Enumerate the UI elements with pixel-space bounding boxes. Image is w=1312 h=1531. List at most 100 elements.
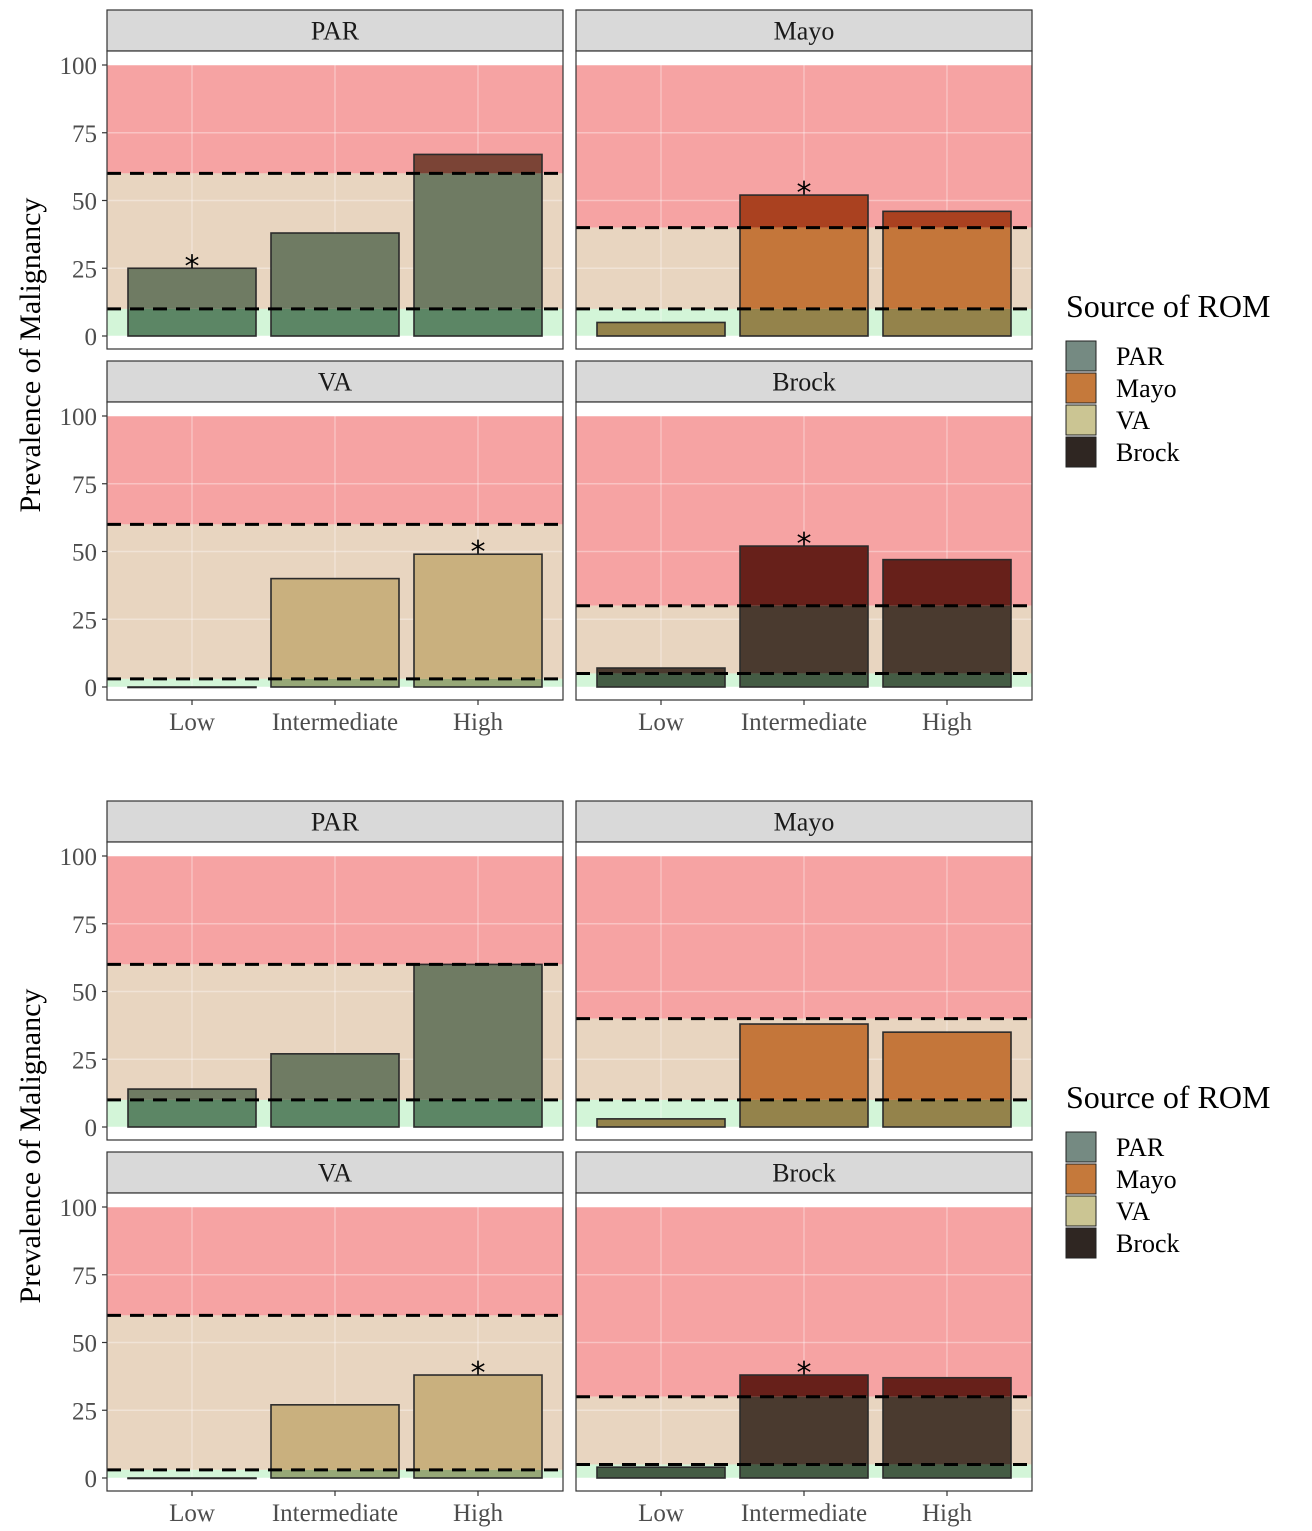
y-axis-label: Prevalence of Malignancy <box>14 198 47 513</box>
legend-key-brock <box>1065 436 1097 468</box>
bar-segment-mid <box>414 964 542 1100</box>
x-tick-label: Low <box>169 709 215 736</box>
bar-low <box>127 1088 257 1128</box>
bar-intermediate <box>270 1053 400 1128</box>
y-tick-label: 75 <box>72 912 97 939</box>
bar-high <box>882 1376 1012 1479</box>
panel-brock: Brock * Low Intermediate High <box>575 360 1033 736</box>
bar-segment-low <box>271 1099 399 1127</box>
bar-intermediate <box>270 577 400 688</box>
legend-key-par <box>1065 340 1097 372</box>
bar-segment-low <box>271 678 399 687</box>
bar-segment-high <box>883 559 1011 606</box>
bar-intermediate <box>270 232 400 337</box>
bar-segment-low <box>597 1118 725 1127</box>
facet-strip <box>575 360 1033 403</box>
legend-label-mayo: Mayo <box>1116 1165 1177 1194</box>
legend: Source of ROM PAR Mayo VA Brock <box>1065 288 1270 468</box>
bar-segment-low <box>414 1099 542 1127</box>
facet-strip-label: Brock <box>772 1159 836 1188</box>
bar-intermediate <box>739 194 869 337</box>
y-tick-label: 100 <box>60 53 98 80</box>
bar-segment-mid <box>883 1032 1011 1100</box>
facet-strip-label: PAR <box>311 808 360 837</box>
facet-strip-label: Brock <box>772 368 836 397</box>
facet-strip-label: VA <box>318 368 352 397</box>
bar-segment-high <box>740 1375 868 1397</box>
bar-segment-mid <box>597 668 725 674</box>
bar-segment-mid <box>271 233 399 309</box>
y-tick-label: 25 <box>72 256 97 283</box>
bar-segment-low <box>414 308 542 336</box>
legend-label-par: PAR <box>1116 342 1165 371</box>
x-tick-label: Intermediate <box>741 1500 867 1527</box>
y-tick-label: 100 <box>60 1195 98 1222</box>
legend-label-va: VA <box>1116 406 1150 435</box>
bar-segment-mid <box>883 605 1011 674</box>
bar-intermediate <box>739 545 869 688</box>
bar-low <box>596 667 726 688</box>
high-risk-zone <box>107 856 563 965</box>
figure-2: Prevalence of Malignancy PAR 0 25 50 75 100 May… <box>14 800 1270 1527</box>
legend-title: Source of ROM <box>1066 288 1270 324</box>
bar-intermediate <box>739 1023 869 1128</box>
bar-segment-high <box>883 211 1011 228</box>
bar-segment-low <box>883 1099 1011 1127</box>
y-axis-label: Prevalence of Malignancy <box>14 989 47 1304</box>
bar-segment-mid <box>271 578 399 679</box>
y-tick-label: 75 <box>72 121 97 148</box>
bar-segment-mid <box>740 1396 868 1465</box>
significance-asterisk: * <box>185 249 200 284</box>
high-risk-zone <box>107 416 563 525</box>
bar-segment-low <box>414 678 542 687</box>
x-tick-label: Intermediate <box>272 709 398 736</box>
bar-segment-low <box>597 322 725 336</box>
bar-segment-mid <box>883 227 1011 309</box>
bar-segment-low <box>740 1099 868 1127</box>
bar-segment-low <box>883 1464 1011 1478</box>
panel-par: PAR 0 25 50 75 100 <box>60 800 564 1142</box>
y-tick-label: 100 <box>60 404 98 431</box>
bar-segment-high <box>740 546 868 606</box>
high-risk-zone <box>576 1207 1032 1397</box>
legend-label-va: VA <box>1116 1197 1150 1226</box>
legend-key-brock <box>1065 1227 1097 1259</box>
bar-segment-low <box>883 673 1011 687</box>
facet-strip-label: Mayo <box>774 17 835 46</box>
bar-segment-low <box>883 308 1011 336</box>
facet-strip <box>106 1151 564 1194</box>
x-tick-label: High <box>922 709 973 736</box>
panel-par: PAR * 0 25 50 75 100 <box>60 9 564 351</box>
bar-low <box>127 686 257 689</box>
y-tick-label: 0 <box>85 1466 98 1493</box>
panel-mayo: Mayo <box>575 800 1033 1141</box>
significance-asterisk: * <box>471 1356 486 1391</box>
bar-low <box>596 1118 726 1128</box>
bar-segment-mid <box>740 227 868 309</box>
y-tick-label: 0 <box>85 324 98 351</box>
panel-brock: Brock * Low Intermediate High <box>575 1151 1033 1527</box>
bar-segment-mid <box>740 605 868 674</box>
facet-strip-label: PAR <box>311 17 360 46</box>
bar-segment-mid <box>414 1375 542 1470</box>
bar-low <box>127 1477 257 1480</box>
bar-high <box>882 558 1012 688</box>
legend-key-va <box>1065 404 1097 436</box>
legend-label-par: PAR <box>1116 1133 1165 1162</box>
high-risk-zone <box>576 856 1032 1019</box>
bar-segment-high <box>740 195 868 228</box>
significance-asterisk: * <box>797 176 812 211</box>
bar-low <box>596 1466 726 1479</box>
x-tick-label: High <box>453 1500 504 1527</box>
y-tick-label: 50 <box>72 980 97 1007</box>
bar-segment-low <box>740 1464 868 1478</box>
bar-segment-low <box>271 1469 399 1478</box>
legend-title: Source of ROM <box>1066 1079 1270 1115</box>
legend-key-mayo <box>1065 1163 1097 1195</box>
y-tick-label: 50 <box>72 1331 97 1358</box>
bar-segment-low <box>271 308 399 336</box>
x-tick-label: High <box>922 1500 973 1527</box>
bar-segment-mid <box>883 1396 1011 1465</box>
bar-segment-low <box>597 673 725 687</box>
